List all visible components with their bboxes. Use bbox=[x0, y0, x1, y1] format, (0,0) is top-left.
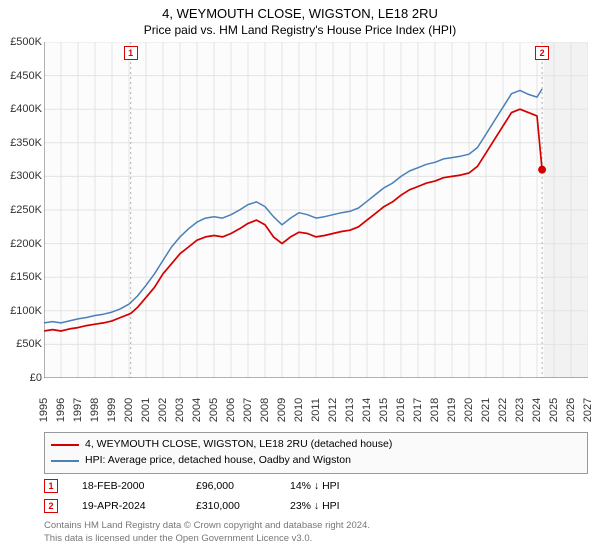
legend-label: HPI: Average price, detached house, Oadb… bbox=[85, 453, 351, 469]
x-tick-label: 2004 bbox=[191, 398, 203, 422]
marker-row-hpi: 23% ↓ HPI bbox=[290, 500, 390, 512]
y-tick-label: £0 bbox=[30, 372, 42, 384]
x-axis-ticks: 1995199619971998199920002001200220032004… bbox=[44, 380, 588, 430]
plot-marker-1: 1 bbox=[124, 46, 138, 60]
x-tick-label: 2017 bbox=[412, 398, 424, 422]
chart-title: 4, WEYMOUTH CLOSE, WIGSTON, LE18 2RU bbox=[0, 0, 600, 21]
footer-line-1: Contains HM Land Registry data © Crown c… bbox=[44, 520, 588, 533]
marker-row-id-box: 2 bbox=[44, 499, 58, 513]
x-tick-label: 2027 bbox=[582, 398, 594, 422]
x-tick-label: 2024 bbox=[531, 398, 543, 422]
x-tick-label: 1998 bbox=[89, 398, 101, 422]
marker-row-price: £96,000 bbox=[196, 480, 266, 492]
x-tick-label: 2025 bbox=[548, 398, 560, 422]
x-tick-label: 2023 bbox=[514, 398, 526, 422]
footer-attribution: Contains HM Land Registry data © Crown c… bbox=[44, 520, 588, 546]
x-tick-label: 2002 bbox=[157, 398, 169, 422]
legend-label: 4, WEYMOUTH CLOSE, WIGSTON, LE18 2RU (de… bbox=[85, 437, 392, 453]
x-tick-label: 1997 bbox=[72, 398, 84, 422]
marker-row: 2 19-APR-2024 £310,000 23% ↓ HPI bbox=[44, 496, 588, 516]
x-tick-label: 2001 bbox=[140, 398, 152, 422]
y-axis-ticks: £0£50K£100K£150K£200K£250K£300K£350K£400… bbox=[0, 42, 44, 378]
marker-rows: 1 18-FEB-2000 £96,000 14% ↓ HPI 2 19-APR-2024… bbox=[44, 476, 588, 516]
y-tick-label: £100K bbox=[10, 305, 42, 317]
x-tick-label: 2007 bbox=[242, 398, 254, 422]
x-tick-label: 2005 bbox=[208, 398, 220, 422]
legend-swatch bbox=[51, 444, 79, 446]
x-tick-label: 1999 bbox=[106, 398, 118, 422]
x-tick-label: 2019 bbox=[446, 398, 458, 422]
series-end-dot bbox=[538, 166, 546, 174]
x-tick-label: 2018 bbox=[429, 398, 441, 422]
marker-row-date: 19-APR-2024 bbox=[82, 500, 172, 512]
x-tick-label: 2026 bbox=[565, 398, 577, 422]
legend-swatch bbox=[51, 460, 79, 462]
marker-row-hpi: 14% ↓ HPI bbox=[290, 480, 390, 492]
marker-row: 1 18-FEB-2000 £96,000 14% ↓ HPI bbox=[44, 476, 588, 496]
y-tick-label: £500K bbox=[10, 36, 42, 48]
x-tick-label: 2020 bbox=[463, 398, 475, 422]
y-tick-label: £150K bbox=[10, 271, 42, 283]
y-tick-label: £50K bbox=[16, 338, 42, 350]
x-tick-label: 2008 bbox=[259, 398, 271, 422]
y-tick-label: £350K bbox=[10, 137, 42, 149]
x-tick-label: 2021 bbox=[480, 398, 492, 422]
x-tick-label: 2012 bbox=[327, 398, 339, 422]
y-tick-label: £200K bbox=[10, 238, 42, 250]
y-tick-label: £250K bbox=[10, 204, 42, 216]
x-tick-label: 2010 bbox=[293, 398, 305, 422]
marker-row-price: £310,000 bbox=[196, 500, 266, 512]
plot-area: 12 bbox=[44, 42, 588, 378]
legend-entry: HPI: Average price, detached house, Oadb… bbox=[51, 453, 581, 469]
x-tick-label: 2022 bbox=[497, 398, 509, 422]
x-tick-label: 2003 bbox=[174, 398, 186, 422]
footer-line-2: This data is licensed under the Open Gov… bbox=[44, 533, 588, 546]
x-tick-label: 2016 bbox=[395, 398, 407, 422]
legend-box: 4, WEYMOUTH CLOSE, WIGSTON, LE18 2RU (de… bbox=[44, 432, 588, 474]
x-tick-label: 2013 bbox=[344, 398, 356, 422]
x-tick-label: 1995 bbox=[38, 398, 50, 422]
x-tick-label: 2015 bbox=[378, 398, 390, 422]
x-tick-label: 2014 bbox=[361, 398, 373, 422]
y-tick-label: £400K bbox=[10, 103, 42, 115]
plot-marker-2: 2 bbox=[535, 46, 549, 60]
x-tick-label: 1996 bbox=[55, 398, 67, 422]
chart-subtitle: Price paid vs. HM Land Registry's House … bbox=[0, 21, 600, 37]
y-tick-label: £450K bbox=[10, 70, 42, 82]
chart-container: 4, WEYMOUTH CLOSE, WIGSTON, LE18 2RU Pri… bbox=[0, 0, 600, 560]
x-tick-label: 2006 bbox=[225, 398, 237, 422]
x-tick-label: 2009 bbox=[276, 398, 288, 422]
x-tick-label: 2011 bbox=[310, 398, 322, 422]
legend-entry: 4, WEYMOUTH CLOSE, WIGSTON, LE18 2RU (de… bbox=[51, 437, 581, 453]
marker-row-id-box: 1 bbox=[44, 479, 58, 493]
x-tick-label: 2000 bbox=[123, 398, 135, 422]
plot-svg bbox=[44, 42, 588, 378]
y-tick-label: £300K bbox=[10, 170, 42, 182]
marker-row-date: 18-FEB-2000 bbox=[82, 480, 172, 492]
